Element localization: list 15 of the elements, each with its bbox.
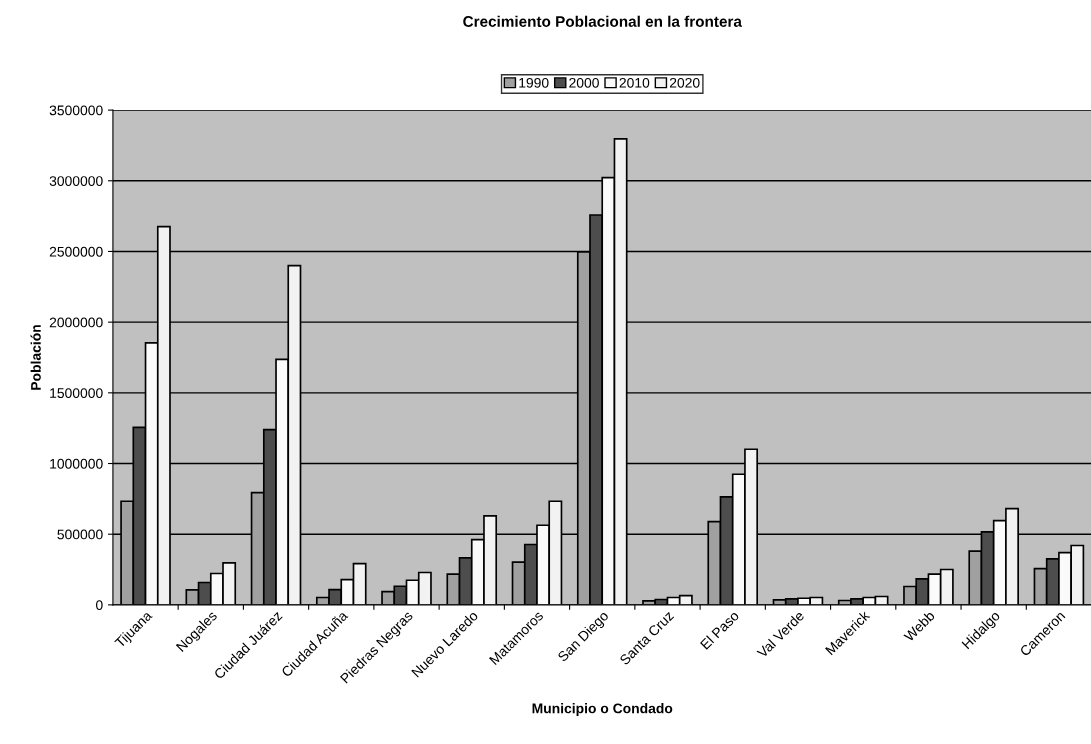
y-tick-label: 0 xyxy=(96,600,103,611)
chart-title: Crecimiento Poblacional en la frontera xyxy=(463,15,742,27)
y-tick-label: 3000000 xyxy=(49,176,103,186)
y-tick-label: 2500000 xyxy=(49,246,103,257)
legend-label: 2020 xyxy=(669,77,700,88)
y-tick-label: 2000000 xyxy=(49,317,103,328)
y-tick-label: 1500000 xyxy=(50,388,103,398)
legend-label: 1990 xyxy=(519,77,549,88)
legend-label: 2000 xyxy=(569,77,599,88)
y-tick-label: 3500000 xyxy=(49,105,103,116)
x-axis-title: Municipio o Condado xyxy=(532,703,673,717)
y-tick-label: 500000 xyxy=(57,529,103,540)
legend-label: 2010 xyxy=(619,77,650,88)
y-axis-title: Población xyxy=(30,325,41,390)
y-tick-label: 1000000 xyxy=(50,458,103,469)
